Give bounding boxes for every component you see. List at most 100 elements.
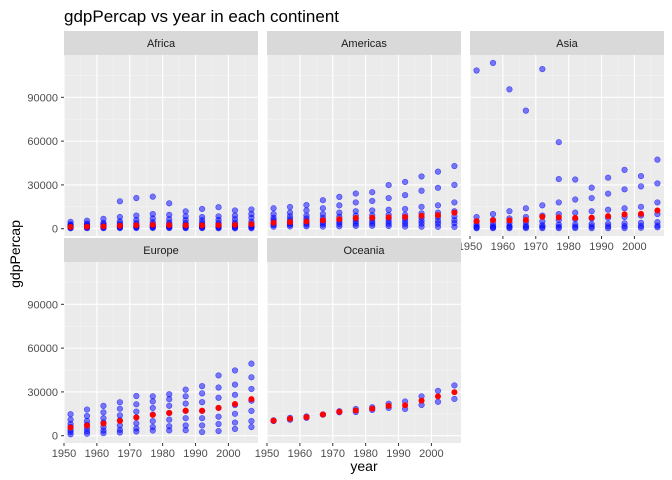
mean-point [116,417,123,424]
data-point [319,205,326,212]
data-point [67,411,74,418]
data-point [231,419,239,426]
data-point [369,189,376,196]
y-tick-label: 30000 [27,387,58,399]
x-tick-label: 1970 [321,448,345,460]
data-point [605,220,612,227]
mean-point [319,217,326,224]
data-point [522,107,529,114]
data-point [303,201,310,209]
mean-point [231,221,238,228]
data-point [451,199,458,206]
data-point [133,392,140,400]
data-point [199,415,206,422]
mean-point [84,422,91,429]
facet-strip-label: Asia [556,38,578,50]
data-point [182,400,189,407]
data-point [385,206,392,213]
data-point [588,220,595,228]
data-point [451,382,458,389]
mean-point [605,213,612,220]
data-point [506,86,513,93]
data-point [248,423,255,431]
data-point [270,205,277,212]
facet-strip [64,238,258,262]
mean-point [402,402,409,409]
data-point [149,398,156,405]
data-point [199,422,206,429]
data-point [605,190,612,197]
mean-point [166,222,173,229]
facet-strip-label: Americas [341,38,387,50]
facet-strip-label: Oceania [344,245,386,257]
data-point [182,415,189,422]
mean-point [451,389,458,396]
mean-point [522,216,529,223]
data-point [369,207,376,214]
mean-point [270,417,277,424]
mean-point [473,218,480,225]
mean-point [506,217,513,224]
data-point [149,393,156,400]
data-point [231,391,239,398]
data-point [248,418,255,425]
data-point [116,213,123,221]
data-point [166,391,173,398]
data-point [133,212,140,219]
data-point [451,395,458,403]
data-point [149,211,156,218]
mean-point [67,424,74,431]
data-point [231,212,239,219]
data-point [149,418,156,425]
data-point [654,219,661,226]
mean-point [418,212,425,219]
facet-panel-oceania: Oceania 1950 1960 1970 1980 1990 2000 [255,238,461,460]
data-point [555,175,562,183]
facet-strip-label: Europe [143,245,178,257]
data-point [149,423,156,431]
mean-point [133,414,140,421]
facet-strip [267,238,461,262]
chart-title: gdpPercap vs year in each continent [64,7,339,26]
data-point [473,67,480,74]
mean-point [100,420,107,427]
mean-point [369,405,376,412]
x-tick-label: 1990 [589,241,613,253]
x-tick-label: 1950 [52,448,76,460]
data-point [572,209,579,216]
mean-point [215,404,222,411]
mean-point [490,217,497,224]
data-point [248,206,255,213]
data-point [83,412,91,420]
y-tick-label: 30000 [27,180,58,192]
mean-point [303,414,310,421]
data-point [555,199,562,206]
data-point [116,405,123,412]
data-point [215,394,222,401]
mean-point [248,396,255,403]
data-point [133,408,140,415]
mean-point [287,218,294,225]
x-tick-label: 2000 [419,448,443,460]
mean-point [385,402,392,409]
mean-point [303,218,310,225]
data-point [199,383,206,390]
data-point [434,387,442,395]
data-point [215,413,222,420]
data-point [199,390,206,397]
data-point [402,205,409,213]
data-point [248,407,255,414]
x-tick-label: 1990 [183,448,207,460]
data-point [231,410,239,417]
data-point [248,385,255,393]
mean-point [637,210,644,217]
mean-point [133,222,140,229]
data-point [149,193,156,200]
y-axis-title: gdpPercap [7,220,23,288]
facet-panel-americas: Americas [266,31,461,236]
mean-point [199,407,206,414]
x-tick-label: 2000 [216,448,240,460]
x-tick-label: 1950 [458,241,482,253]
data-point [215,372,222,379]
